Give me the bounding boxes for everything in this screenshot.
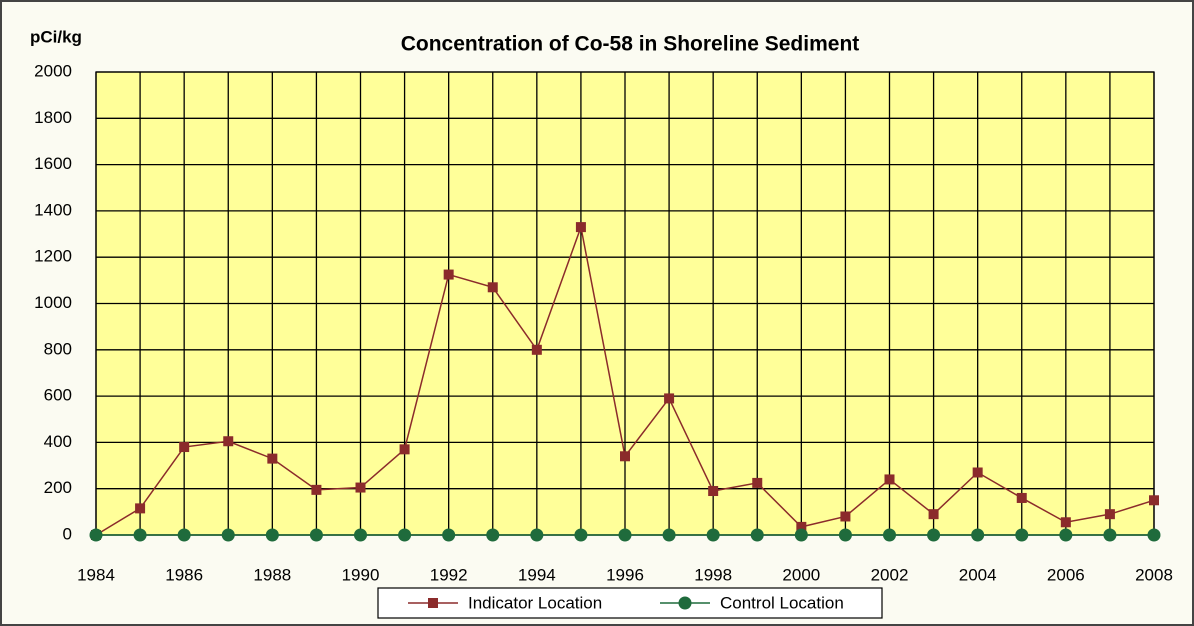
marker	[840, 511, 851, 522]
y-tick-label: 1400	[34, 200, 72, 219]
marker	[708, 486, 719, 497]
x-tick-label: 1992	[430, 565, 468, 584]
x-tick-label: 1986	[165, 565, 203, 584]
y-tick-label: 2000	[34, 61, 72, 80]
marker	[794, 528, 808, 542]
marker	[574, 528, 588, 542]
x-tick-label: 2004	[959, 565, 997, 584]
marker	[883, 528, 896, 542]
marker	[311, 484, 322, 495]
x-tick-label: 1998	[694, 565, 732, 584]
legend-label: Indicator Location	[468, 593, 602, 612]
x-tick-label: 1996	[606, 565, 644, 584]
marker	[486, 528, 500, 542]
marker	[223, 436, 234, 447]
x-tick-label: 2002	[871, 565, 909, 584]
marker	[706, 528, 720, 542]
x-tick-label: 1994	[518, 565, 556, 584]
marker	[399, 444, 410, 455]
marker	[265, 528, 279, 542]
marker	[971, 528, 985, 542]
marker	[1015, 528, 1029, 542]
y-axis-label: pCi/kg	[30, 27, 82, 46]
x-tick-label: 1988	[253, 565, 291, 584]
marker	[443, 269, 454, 280]
marker	[662, 528, 676, 542]
marker	[135, 503, 146, 514]
y-tick-label: 1600	[34, 154, 72, 173]
marker	[177, 528, 191, 542]
marker	[354, 528, 367, 542]
marker	[530, 528, 544, 542]
x-tick-label: 2000	[782, 565, 820, 584]
marker	[487, 282, 498, 293]
marker	[620, 451, 630, 462]
marker	[1016, 492, 1027, 503]
marker	[664, 393, 675, 404]
marker	[221, 528, 235, 542]
marker	[618, 528, 632, 542]
marker	[750, 528, 764, 542]
marker	[1147, 528, 1161, 542]
x-tick-label: 1990	[342, 565, 380, 584]
y-tick-label: 400	[44, 432, 72, 451]
marker	[927, 528, 941, 542]
marker	[575, 222, 586, 233]
marker	[1059, 528, 1073, 542]
x-tick-label: 2006	[1047, 565, 1085, 584]
marker	[442, 528, 456, 542]
y-tick-label: 1200	[34, 247, 72, 266]
x-tick-label: 2008	[1135, 565, 1173, 584]
legend-marker	[678, 596, 692, 610]
marker	[796, 521, 807, 532]
marker	[884, 474, 895, 485]
marker	[133, 528, 147, 542]
marker	[1103, 528, 1117, 542]
marker	[531, 344, 542, 355]
x-tick-label: 1984	[77, 565, 115, 584]
marker	[928, 509, 939, 520]
marker	[972, 467, 983, 478]
y-tick-label: 600	[44, 386, 72, 405]
legend-label: Control Location	[720, 593, 844, 612]
marker	[1060, 517, 1071, 528]
marker	[355, 482, 366, 493]
legend-marker	[428, 598, 438, 608]
marker	[179, 442, 190, 453]
chart-title: Concentration of Co-58 in Shoreline Sedi…	[401, 33, 860, 56]
marker	[838, 528, 852, 542]
y-tick-label: 1800	[34, 108, 72, 127]
marker	[89, 528, 103, 542]
marker	[752, 477, 763, 488]
y-tick-label: 200	[44, 478, 72, 497]
y-tick-label: 1000	[34, 293, 72, 312]
marker	[267, 453, 278, 464]
marker	[1149, 495, 1159, 506]
marker	[309, 528, 323, 542]
marker	[1104, 509, 1115, 520]
y-tick-label: 0	[63, 524, 72, 543]
marker	[398, 528, 412, 542]
legend-box	[377, 587, 883, 619]
y-tick-label: 800	[44, 339, 72, 358]
